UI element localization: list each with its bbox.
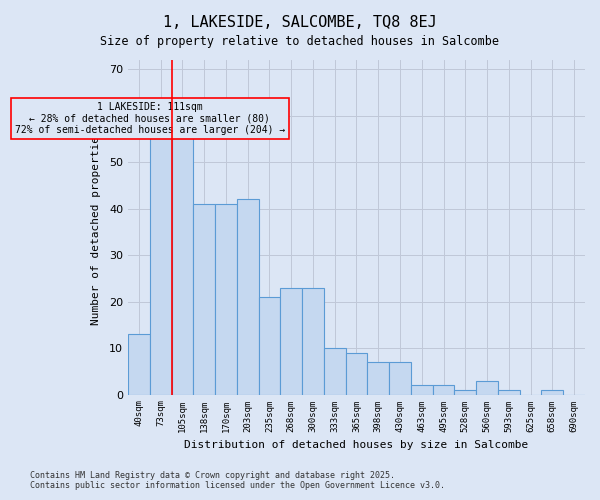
Text: 1, LAKESIDE, SALCOMBE, TQ8 8EJ: 1, LAKESIDE, SALCOMBE, TQ8 8EJ <box>163 15 437 30</box>
Bar <box>476 380 498 394</box>
X-axis label: Distribution of detached houses by size in Salcombe: Distribution of detached houses by size … <box>184 440 529 450</box>
Bar <box>302 288 324 395</box>
Bar <box>454 390 476 394</box>
Bar <box>324 348 346 395</box>
Text: Size of property relative to detached houses in Salcombe: Size of property relative to detached ho… <box>101 35 499 48</box>
Bar <box>280 288 302 395</box>
Bar <box>237 200 259 394</box>
Bar <box>193 204 215 394</box>
Text: Contains HM Land Registry data © Crown copyright and database right 2025.
Contai: Contains HM Land Registry data © Crown c… <box>30 470 445 490</box>
Bar <box>215 204 237 394</box>
Bar <box>259 297 280 394</box>
Bar <box>128 334 150 394</box>
Bar <box>346 352 367 395</box>
Bar <box>411 386 433 394</box>
Bar <box>541 390 563 394</box>
Bar <box>389 362 411 394</box>
Bar <box>367 362 389 394</box>
Text: 1 LAKESIDE: 111sqm
← 28% of detached houses are smaller (80)
72% of semi-detache: 1 LAKESIDE: 111sqm ← 28% of detached hou… <box>14 102 285 135</box>
Bar <box>433 386 454 394</box>
Bar <box>172 130 193 394</box>
Bar <box>498 390 520 394</box>
Y-axis label: Number of detached properties: Number of detached properties <box>91 130 101 325</box>
Bar <box>150 125 172 394</box>
